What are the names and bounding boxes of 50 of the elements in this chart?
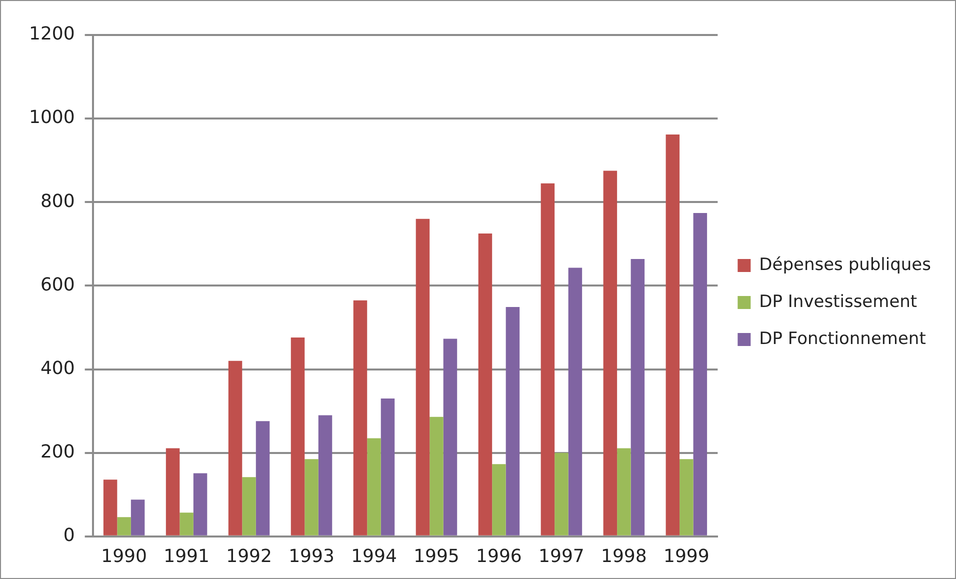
bar: [103, 480, 118, 536]
x-tick-label: 1992: [226, 546, 272, 567]
bar: [603, 170, 618, 536]
x-tick-label: 1996: [476, 546, 522, 567]
bar: [290, 338, 305, 536]
x-tick-label: 1999: [664, 546, 710, 567]
x-tick-label: 1995: [414, 546, 460, 567]
bar: [380, 398, 395, 536]
bar: [166, 448, 180, 536]
bar: [430, 416, 444, 536]
y-tick-label: 800: [40, 190, 75, 212]
y-tick-label: 1000: [28, 107, 75, 128]
x-tick-label: 1997: [538, 546, 584, 567]
bar: [318, 415, 332, 536]
bar: [506, 307, 520, 536]
y-tick-label: 1200: [28, 24, 75, 45]
legend-label: DP Investissement: [759, 292, 918, 312]
y-tick-label: 600: [40, 274, 75, 296]
bar: [630, 258, 645, 536]
bar: [242, 477, 256, 536]
y-tick-label: 200: [40, 442, 75, 463]
bar: [568, 268, 582, 536]
bar: [304, 459, 318, 536]
bar: [666, 134, 680, 536]
bar: [353, 300, 368, 536]
legend-label: DP Fonctionnement: [759, 328, 926, 349]
bar: [554, 452, 568, 536]
legend-label: Dépenses publiques: [759, 254, 932, 275]
y-tick-label: 400: [40, 358, 75, 379]
bar: [228, 360, 242, 536]
bar: [443, 338, 458, 536]
bar: [492, 464, 506, 536]
bar: [680, 459, 694, 536]
bar: [193, 473, 208, 536]
bar: [367, 438, 381, 536]
y-tick-label: 0: [63, 525, 75, 546]
bar: [180, 512, 194, 536]
bar: [478, 233, 492, 536]
bar: [693, 212, 708, 536]
x-tick-label: 1990: [101, 546, 147, 567]
x-tick-label: 1993: [288, 546, 334, 567]
x-tick-label: 1998: [601, 546, 647, 567]
x-tick-label: 1994: [351, 546, 397, 567]
bar: [256, 421, 270, 536]
bar: [130, 500, 145, 536]
bar: [416, 218, 430, 536]
x-tick-label: 1991: [164, 546, 210, 567]
bar: [117, 517, 131, 536]
bar: [617, 448, 631, 536]
bar: [540, 183, 555, 536]
